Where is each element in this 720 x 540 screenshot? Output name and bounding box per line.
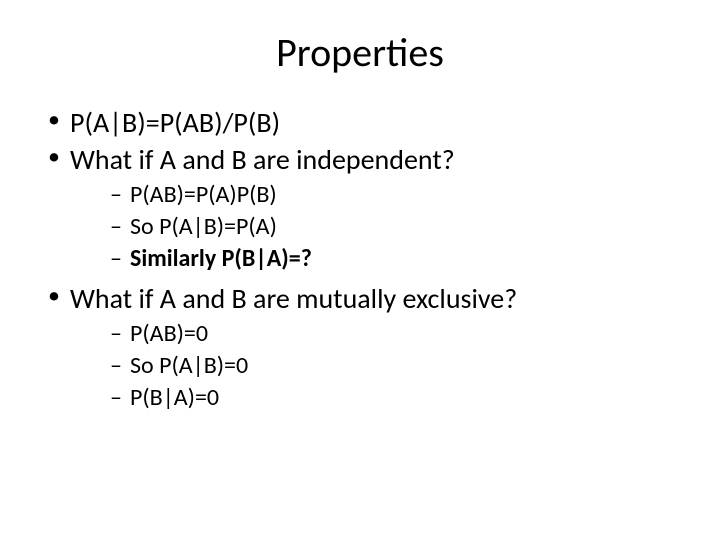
sub-bullet-item: So P(A|B)=P(A) [110, 211, 690, 242]
bullet-list: P(A|B)=P(AB)/P(B) What if A and B are in… [30, 105, 690, 413]
sub-bullet-item: P(AB)=0 [110, 318, 690, 349]
bullet-item: What if A and B are mutually exclusive? … [48, 281, 690, 414]
slide-title: Properties [30, 28, 690, 77]
sub-bullet-item: P(AB)=P(A)P(B) [110, 179, 690, 210]
slide-root: Properties P(A|B)=P(AB)/P(B) What if A a… [0, 0, 720, 540]
sub-bullet-text: So P(A|B)=P(A) [130, 212, 277, 241]
sub-bullet-text-bold: Similarly P(B|A)=? [130, 244, 312, 273]
bullet-text: What if A and B are mutually exclusive? [70, 281, 517, 316]
sub-bullet-list: P(AB)=0 So P(A|B)=0 P(B|A)=0 [70, 318, 690, 414]
sub-bullet-text: P(B|A)=0 [130, 383, 219, 412]
sub-bullet-item: So P(A|B)=0 [110, 350, 690, 381]
sub-bullet-item: Similarly P(B|A)=? [110, 243, 690, 274]
sub-bullet-text: P(AB)=0 [130, 319, 208, 348]
sub-bullet-text: So P(A|B)=0 [130, 351, 248, 380]
bullet-text: P(A|B)=P(AB)/P(B) [70, 105, 280, 140]
bullet-text: What if A and B are independent? [70, 142, 455, 177]
bullet-item: What if A and B are independent? P(AB)=P… [48, 142, 690, 275]
bullet-item: P(A|B)=P(AB)/P(B) [48, 105, 690, 140]
sub-bullet-item: P(B|A)=0 [110, 382, 690, 413]
sub-bullet-text: P(AB)=P(A)P(B) [130, 180, 277, 209]
sub-bullet-list: P(AB)=P(A)P(B) So P(A|B)=P(A) Similarly … [70, 179, 690, 275]
